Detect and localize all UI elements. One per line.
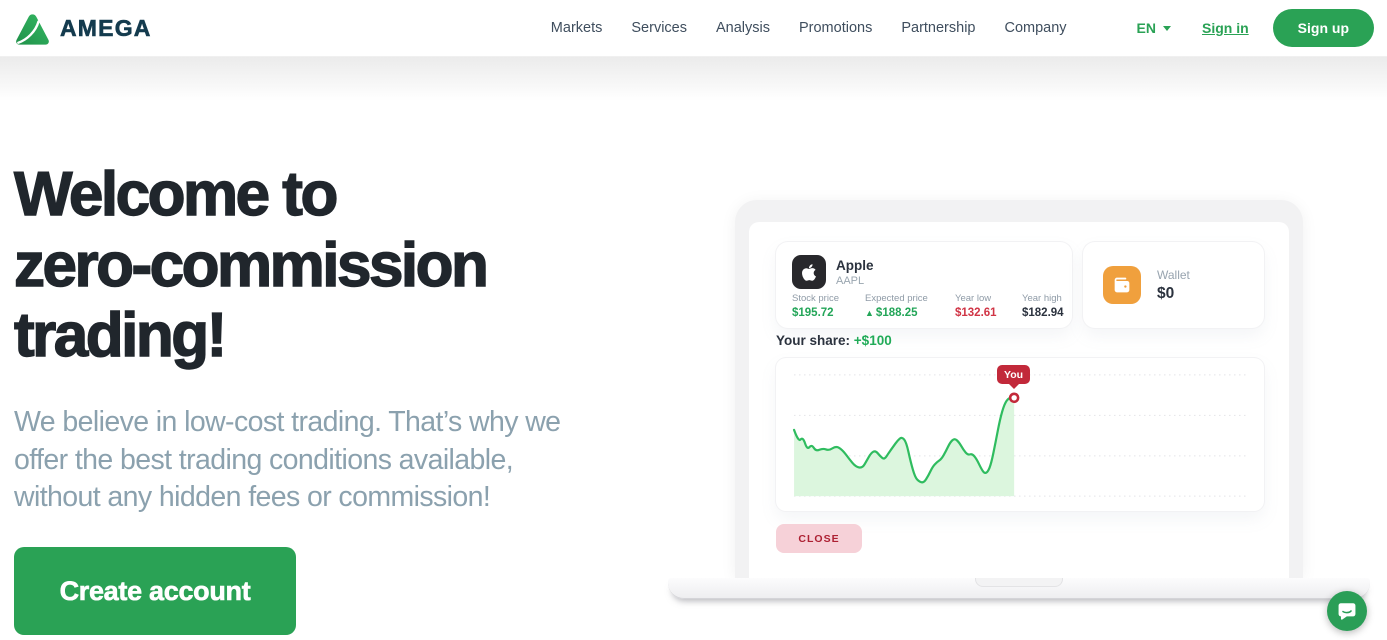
stat-stock-price: Stock price $195.72 (792, 293, 839, 319)
stock-card: Apple AAPL Stock price $195.72 Expected … (776, 242, 1072, 328)
stat-year-low: Year low $132.61 (955, 293, 997, 319)
sign-in-link[interactable]: Sign in (1202, 20, 1249, 36)
hero-title-line-2: zero-commission (13, 230, 489, 300)
share-line: Your share: +$100 (776, 333, 892, 348)
laptop-notch (975, 578, 1063, 587)
header: AMEGA Markets Services Analysis Promotio… (0, 0, 1387, 57)
wallet-info: Wallet $0 (1157, 268, 1190, 303)
hero-subtitle: We believe in low-cost trading. That’s w… (14, 406, 561, 513)
language-selector[interactable]: EN (1137, 20, 1171, 36)
wallet-card: Wallet $0 (1083, 242, 1264, 328)
close-button[interactable]: CLOSE (776, 524, 862, 553)
hero-title-line-1: Welcome to (13, 159, 339, 229)
laptop-screen: Apple AAPL Stock price $195.72 Expected … (749, 222, 1289, 578)
laptop-mockup: Apple AAPL Stock price $195.72 Expected … (668, 200, 1370, 604)
you-badge: You (997, 365, 1031, 384)
stat-year-high: Year high $182.94 (1022, 293, 1064, 319)
hero-title: Welcome to zero-commission trading! (13, 159, 489, 372)
laptop-screen-frame: Apple AAPL Stock price $195.72 Expected … (735, 200, 1303, 578)
share-label: Your share: (776, 333, 851, 348)
apple-icon (792, 255, 826, 289)
wallet-label: Wallet (1157, 267, 1190, 282)
chart-card: You (776, 358, 1264, 511)
stock-name: Apple (836, 257, 874, 273)
laptop-base (668, 578, 1370, 599)
nav-item-company[interactable]: Company (1004, 20, 1067, 36)
share-value: +$100 (853, 333, 892, 348)
price-chart (792, 374, 1246, 497)
nav-item-promotions[interactable]: Promotions (798, 20, 873, 36)
nav-item-services[interactable]: Services (631, 20, 687, 36)
nav-item-markets[interactable]: Markets (550, 20, 603, 36)
wallet-balance: $0 (1157, 284, 1175, 302)
chat-icon (1338, 603, 1356, 620)
stat-expected-price: Expected price ▲ $188.25 (865, 293, 928, 319)
stock-ticker: AAPL (836, 274, 865, 287)
create-account-button[interactable]: Create account (14, 547, 296, 635)
logo-icon (16, 13, 49, 45)
chat-launcher-button[interactable] (1327, 591, 1367, 631)
stock-identity: Apple AAPL (836, 258, 874, 287)
stock-card-header: Apple AAPL (792, 255, 874, 289)
amega-logo[interactable]: AMEGA (14, 12, 152, 45)
sign-up-button[interactable]: Sign up (1272, 9, 1374, 47)
wallet-icon (1103, 266, 1141, 304)
chevron-down-icon (1163, 25, 1171, 31)
up-arrow-icon: ▲ (865, 308, 874, 318)
main-nav: Markets Services Analysis Promotions Par… (551, 20, 1067, 36)
language-code: EN (1136, 20, 1156, 36)
chart-marker (1008, 392, 1020, 404)
nav-item-analysis[interactable]: Analysis (715, 20, 770, 36)
logo-text: AMEGA (60, 14, 152, 41)
nav-item-partnership[interactable]: Partnership (901, 20, 976, 36)
header-shadow-gradient (0, 57, 1387, 101)
hero-title-line-3: trading! (13, 300, 228, 370)
